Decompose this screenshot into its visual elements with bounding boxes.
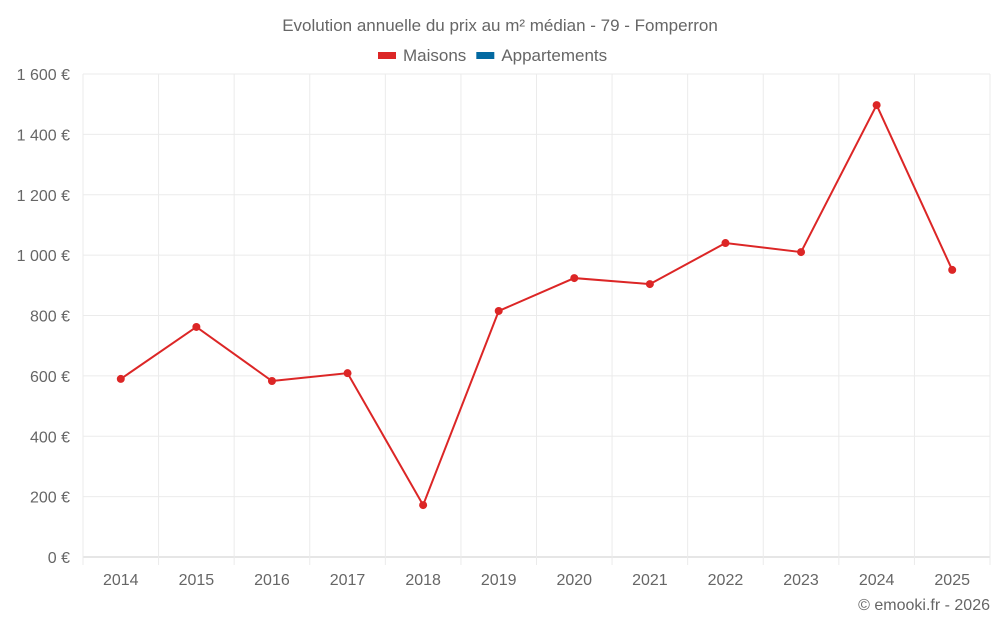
data-point	[419, 501, 428, 510]
y-tick-label: 800 €	[30, 309, 70, 326]
x-tick-label: 2025	[934, 572, 970, 589]
legend-label: Maisons	[403, 46, 466, 65]
legend-label: Appartements	[501, 46, 607, 65]
data-point	[797, 248, 806, 257]
x-tick-label: 2018	[405, 572, 441, 589]
legend: Maisons Appartements	[378, 46, 607, 65]
data-point	[116, 374, 125, 383]
data-point	[645, 280, 654, 289]
data-point	[948, 265, 957, 274]
data-point	[343, 369, 352, 378]
series-line-maisons	[120, 102, 954, 508]
legend-swatch-maisons	[378, 52, 396, 59]
x-tick-label: 2022	[708, 572, 744, 589]
y-tick-label: 1 200 €	[17, 188, 70, 205]
x-tick-label: 2019	[481, 572, 517, 589]
x-tick-label: 2017	[330, 572, 366, 589]
grid	[82, 73, 991, 565]
y-tick-label: 600 €	[30, 369, 70, 386]
data-point	[267, 377, 276, 386]
x-tick-label: 2014	[103, 572, 139, 589]
data-point	[570, 274, 579, 283]
y-tick-label: 200 €	[30, 490, 70, 507]
data-point	[494, 306, 503, 315]
chart-title: Evolution annuelle du prix au m² médian …	[282, 16, 718, 35]
legend-swatch-appartements	[476, 52, 495, 59]
x-tick-label: 2016	[254, 572, 290, 589]
x-axis: 2014 2015 2016 2017 2018 2019 2020 2021 2022 2023…	[103, 572, 970, 589]
y-tick-label: 0 €	[48, 550, 70, 567]
x-tick-label: 2015	[179, 572, 215, 589]
data-point	[721, 239, 730, 248]
x-tick-label: 2024	[859, 572, 895, 589]
y-tick-label: 1 400 €	[17, 127, 70, 144]
series	[116, 101, 957, 510]
data-point	[872, 101, 881, 110]
credit: © emooki.fr - 2026	[858, 597, 990, 614]
x-tick-label: 2023	[783, 572, 819, 589]
y-axis: 0 € 200 € 400 € 600 € 800 € 1 000 € 1 200 € 1 4…	[17, 67, 70, 567]
data-point	[192, 322, 201, 331]
y-tick-label: 400 €	[30, 429, 70, 446]
x-tick-label: 2021	[632, 572, 668, 589]
x-tick-label: 2020	[556, 572, 592, 589]
y-tick-label: 1 600 €	[17, 67, 70, 84]
y-tick-label: 1 000 €	[17, 248, 70, 265]
